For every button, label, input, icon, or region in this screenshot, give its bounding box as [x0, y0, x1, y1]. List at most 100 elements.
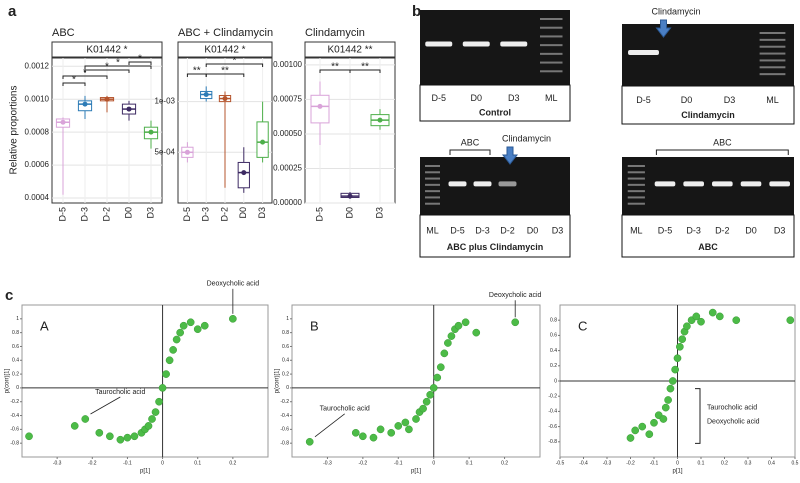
ladder-band [759, 32, 786, 34]
lane-label: D-2 [715, 225, 730, 235]
point [377, 117, 383, 123]
point [511, 318, 520, 327]
significance-bracket [128, 61, 152, 65]
ladder-band [627, 171, 645, 174]
point [176, 328, 184, 337]
point [203, 92, 209, 98]
point [394, 422, 403, 430]
significance-label: ** [331, 62, 339, 73]
x-tick-label: 0 [676, 460, 679, 466]
y-tick-label: 0.2 [282, 371, 289, 377]
point [104, 96, 110, 102]
x-tick-label: 0.4 [768, 460, 775, 466]
ladder-band [425, 171, 440, 174]
strip [51, 41, 163, 58]
y-tick-label: 0 [554, 378, 557, 384]
point [179, 321, 188, 330]
point [369, 433, 378, 442]
x-tick-label: 0.5 [792, 460, 799, 466]
box [256, 121, 269, 158]
gel-band [500, 41, 528, 47]
ladder-band [540, 61, 563, 64]
x-tick-label: D3 [257, 207, 267, 219]
lane-label: ML [766, 95, 779, 105]
point [241, 170, 247, 176]
x-tick-label: -0.3 [603, 460, 612, 466]
box [310, 94, 330, 124]
gel [420, 10, 570, 85]
x-tick-label: 0.1 [466, 460, 473, 466]
point [412, 415, 420, 423]
point [683, 322, 691, 331]
point [440, 349, 449, 358]
x-axis-title: p[1] [140, 469, 150, 475]
x-axis-title: p[1] [672, 469, 682, 475]
point [426, 390, 435, 399]
annotation: Taurocholic acid [95, 389, 145, 396]
ladder-band [425, 177, 440, 180]
gel-band [654, 181, 676, 187]
lane-label: D0 [527, 225, 539, 235]
gel-band [425, 41, 453, 47]
significance-label: * [72, 75, 76, 86]
ladder-band [759, 52, 786, 55]
y-tick-label: 0.4 [282, 358, 289, 364]
label-box [419, 214, 571, 258]
x-tick-label: -0.1 [394, 460, 403, 466]
y-tick-label: 0.6 [12, 344, 19, 350]
y-tick-label: 0.0012 [25, 61, 50, 70]
significance-bracket [205, 63, 264, 67]
x-tick-label: 0 [432, 460, 435, 466]
x-tick-label: D-5 [57, 207, 67, 222]
x-tick-label: D-2 [101, 207, 111, 222]
x-tick-label: D-2 [219, 207, 229, 222]
y-tick-label: 1 [16, 316, 19, 322]
x-axis-title: p[1] [411, 469, 421, 475]
x-tick-label: -0.1 [650, 460, 659, 466]
ladder-band [540, 35, 563, 38]
y-tick-label: 0.4 [12, 358, 19, 364]
lane-label: D0 [470, 93, 482, 103]
gel-band [462, 41, 490, 47]
lane-label: D3 [724, 95, 736, 105]
point [158, 384, 167, 392]
lane-label: ML [630, 225, 643, 235]
significance-bracket [349, 69, 381, 73]
y-tick-label: -0.8 [10, 441, 19, 447]
y-tick-label: 0.00000 [273, 198, 302, 207]
strip [177, 41, 273, 58]
significance-bracket [62, 75, 108, 79]
point [444, 339, 452, 347]
point [186, 318, 195, 327]
y-tick-label: 0.8 [282, 330, 289, 336]
lane-label: D-5 [658, 225, 673, 235]
point [447, 332, 456, 340]
y-tick-label: 0.0004 [25, 193, 50, 202]
point [659, 415, 668, 423]
point [786, 316, 795, 325]
ladder-band [425, 202, 440, 205]
point [422, 397, 431, 406]
gel-band [473, 181, 492, 187]
y-tick-label: -0.6 [548, 424, 557, 430]
point [708, 308, 717, 317]
x-tick-label: D0 [344, 207, 354, 219]
subplot-title: ABC + Clindamycin [178, 27, 273, 39]
significance-label: * [138, 54, 142, 65]
point [676, 342, 684, 351]
point [169, 346, 177, 354]
gel [420, 157, 570, 215]
y-tick-label: 0.00075 [273, 95, 302, 104]
lane-label: D0 [745, 225, 757, 235]
point [433, 373, 442, 382]
ladder-band [540, 18, 563, 20]
x-tick-label: -0.5 [556, 460, 565, 466]
point [376, 425, 385, 434]
lane-label: D3 [508, 93, 520, 103]
point [732, 316, 741, 325]
lane-label: D-2 [500, 225, 515, 235]
y-tick-label: 0.0008 [25, 127, 50, 136]
gel-caption: Control [479, 107, 511, 117]
point [436, 363, 445, 372]
point [454, 321, 463, 330]
